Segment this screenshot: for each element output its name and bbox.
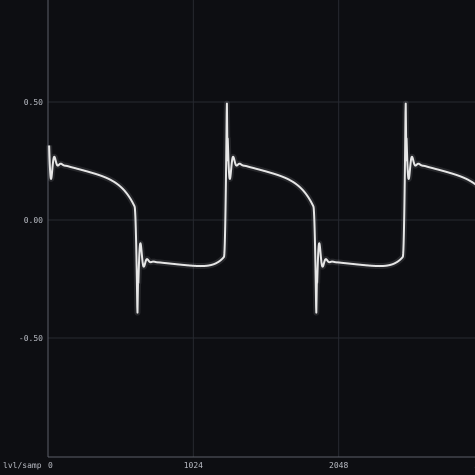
x-tick-label: 2048 <box>329 461 348 470</box>
x-tick-label: 0 <box>48 461 53 470</box>
y-tick-label: 0.00 <box>24 216 43 225</box>
axis-label: lvl/samp <box>3 461 42 470</box>
grid <box>48 0 475 457</box>
y-tick-label: 0.50 <box>24 98 43 107</box>
y-tick-label: -0.50 <box>19 334 43 343</box>
x-tick-label: 1024 <box>184 461 203 470</box>
waveform-series-line <box>48 102 475 314</box>
